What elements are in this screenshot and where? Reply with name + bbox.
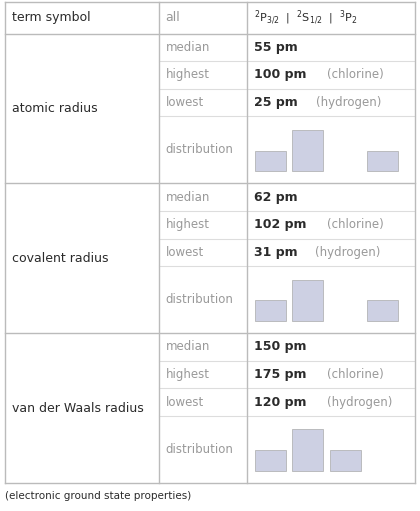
Text: highest: highest [166, 368, 210, 381]
Bar [255, 300, 286, 321]
Text: $^2\mathrm{P}_{3/2}$  |  $^2\mathrm{S}_{1/2}$  |  $^3\mathrm{P}_2$: $^2\mathrm{P}_{3/2}$ | $^2\mathrm{S}_{1/… [254, 9, 358, 27]
Bar [292, 280, 323, 321]
Text: atomic radius: atomic radius [12, 102, 97, 115]
Text: (electronic ground state properties): (electronic ground state properties) [5, 491, 191, 501]
Text: 102 pm   (chlorine): 102 pm (chlorine) [0, 510, 1, 511]
Text: term symbol: term symbol [12, 11, 91, 24]
Text: lowest: lowest [166, 246, 204, 259]
Text: covalent radius: covalent radius [12, 252, 108, 265]
Bar [368, 151, 398, 171]
Bar [368, 300, 398, 321]
Bar [292, 130, 323, 171]
Text: 102 pm: 102 pm [254, 218, 307, 231]
Text: 31 pm   (hydrogen): 31 pm (hydrogen) [0, 510, 1, 511]
Text: distribution: distribution [166, 293, 234, 306]
Text: 100 pm: 100 pm [254, 68, 307, 81]
Text: (hydrogen): (hydrogen) [315, 96, 381, 109]
Text: 55 pm: 55 pm [254, 41, 298, 54]
Text: (hydrogen): (hydrogen) [315, 246, 381, 259]
Text: highest: highest [166, 68, 210, 81]
Text: lowest: lowest [166, 96, 204, 109]
Bar [255, 151, 286, 171]
Text: 175 pm   (chlorine): 175 pm (chlorine) [0, 510, 1, 511]
Text: distribution: distribution [166, 443, 234, 456]
Text: (chlorine): (chlorine) [327, 68, 383, 81]
Text: (hydrogen): (hydrogen) [327, 396, 392, 409]
Text: median: median [166, 41, 210, 54]
Text: 100 pm   (chlorine): 100 pm (chlorine) [0, 510, 1, 511]
Text: 175 pm: 175 pm [254, 368, 307, 381]
Text: (chlorine): (chlorine) [327, 218, 383, 231]
Text: lowest: lowest [166, 396, 204, 409]
Text: (chlorine): (chlorine) [327, 368, 383, 381]
Text: median: median [166, 340, 210, 354]
Text: 62 pm: 62 pm [254, 191, 297, 204]
Text: 31 pm: 31 pm [254, 246, 297, 259]
Text: van der Waals radius: van der Waals radius [12, 402, 144, 414]
Text: 150 pm: 150 pm [254, 340, 307, 354]
Text: 120 pm: 120 pm [254, 396, 307, 409]
Text: all: all [166, 11, 181, 24]
Text: 120 pm   (hydrogen): 120 pm (hydrogen) [0, 510, 1, 511]
Bar [330, 450, 361, 471]
Text: 25 pm   (hydrogen): 25 pm (hydrogen) [0, 510, 1, 511]
Text: highest: highest [166, 218, 210, 231]
Text: median: median [166, 191, 210, 204]
Bar [292, 429, 323, 471]
Text: 25 pm: 25 pm [254, 96, 298, 109]
Text: distribution: distribution [166, 144, 234, 156]
Bar [255, 450, 286, 471]
